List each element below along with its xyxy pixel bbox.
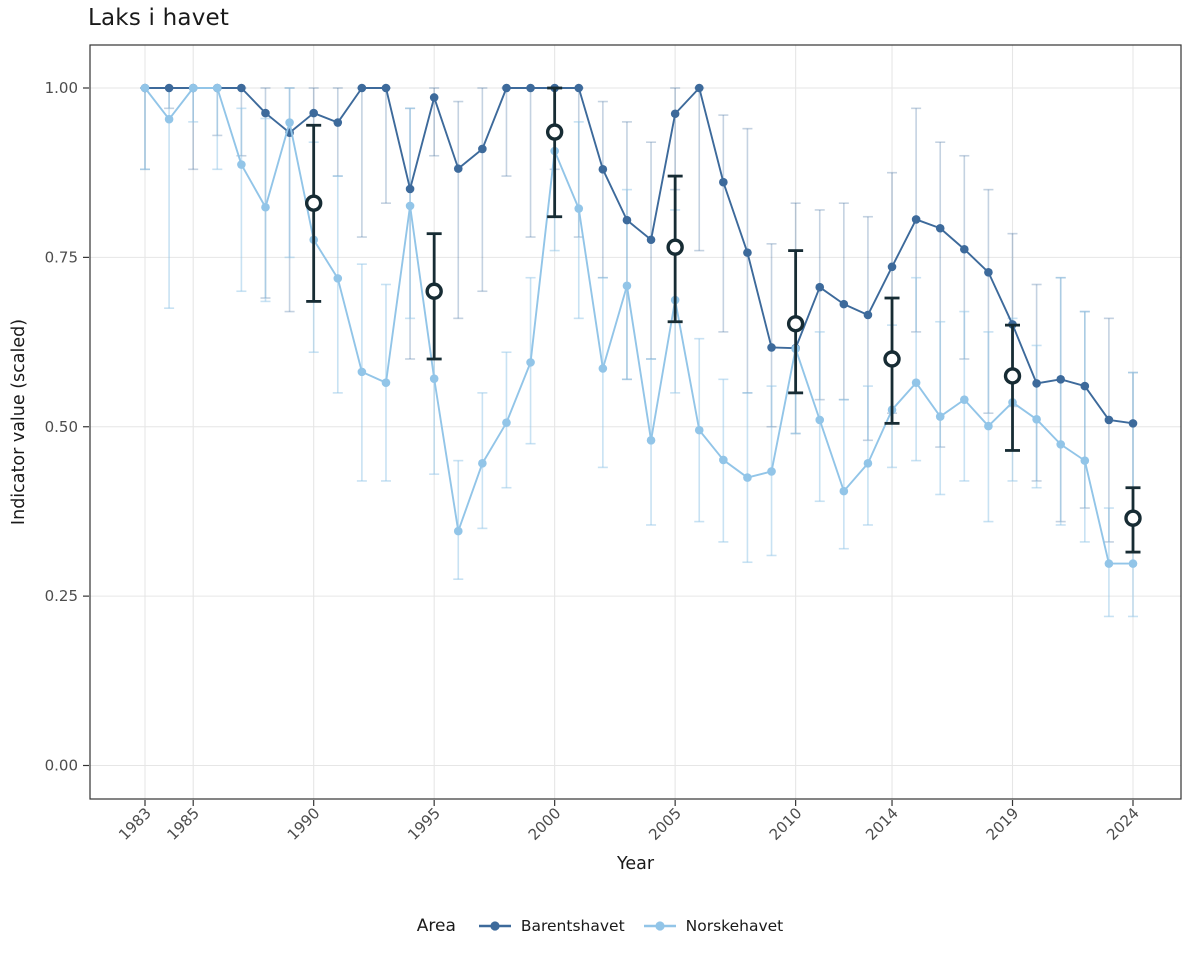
series-points-barentshavet [140, 83, 1138, 428]
x-tick-labels: 1983 1985 1990 1995 2000 2005 2010 2014 2019 2024 [115, 804, 1143, 844]
y-tick-label: 0.50 [45, 418, 78, 436]
legend-item-barentshavet[interactable]: Barentshavet [478, 917, 625, 935]
y-tick-label: 0.75 [45, 248, 78, 266]
x-tick-label: 1990 [284, 804, 324, 844]
legend-key-line-dot-icon [478, 921, 511, 931]
x-tick-label: 1985 [163, 804, 203, 844]
series-line-norskehavet [144, 87, 1133, 565]
x-tick-label: 2005 [645, 804, 685, 844]
legend-key-line-dot-icon [643, 921, 676, 931]
panel-border [89, 44, 1182, 800]
legend-label-barentshavet: Barentshavet [520, 917, 625, 935]
y-tick-label: 0.25 [45, 587, 78, 605]
chart-title: Laks i havet [88, 5, 230, 31]
series-line-barentshavet [145, 87, 1134, 425]
legend-title: Area [416, 916, 456, 936]
assessment-points [304, 86, 1142, 554]
plot-canvas: 1983 1985 1990 1995 2000 2005 2010 2014 2019 2024… [9, 44, 1182, 874]
series-points-norskehavet [140, 83, 1138, 568]
x-tick-label: 2010 [766, 804, 806, 844]
y-tick-label: 1.00 [45, 79, 78, 97]
x-tick-label: 2000 [525, 804, 565, 844]
x-tick-label: 1983 [115, 804, 155, 844]
legend-item-norskehavet[interactable]: Norskehavet [643, 917, 784, 935]
x-tick-label: 2014 [862, 804, 902, 844]
x-axis-label: Year [616, 854, 655, 874]
x-tick-label: 1995 [404, 804, 444, 844]
y-tick-labels: 0.00 0.25 0.50 0.75 1.00 [45, 79, 78, 775]
legend-label-norskehavet: Norskehavet [685, 917, 784, 935]
x-tick-label: 2019 [983, 804, 1023, 844]
y-axis-label: Indicator value (scaled) [9, 319, 29, 525]
axis-ticks [83, 87, 1134, 806]
y-tick-label: 0.00 [45, 757, 78, 775]
x-tick-label: 2024 [1103, 804, 1143, 844]
legend: Area Barentshavet Norskehavet [0, 916, 1200, 936]
panel-background [90, 45, 1181, 799]
